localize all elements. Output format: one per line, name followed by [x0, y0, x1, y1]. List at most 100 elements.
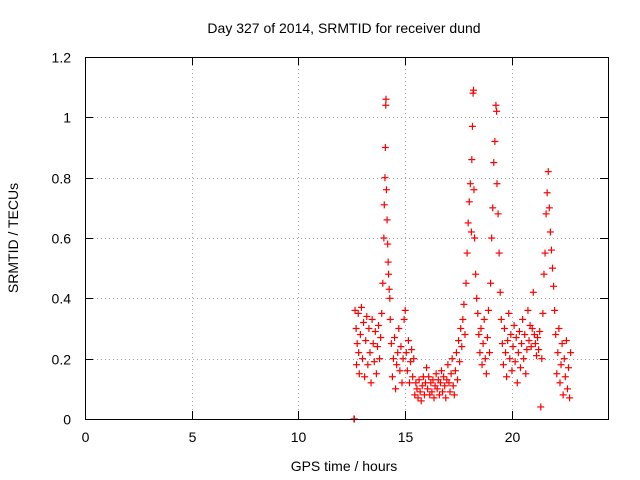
data-point [474, 309, 482, 317]
data-point [398, 379, 406, 387]
data-point [462, 279, 470, 287]
data-point [479, 340, 487, 348]
data-point [387, 340, 395, 348]
data-point [352, 325, 360, 332]
data-point [378, 309, 386, 317]
data-point [408, 346, 416, 354]
data-point [455, 337, 463, 345]
x-tick-label: 5 [189, 429, 197, 445]
data-point [363, 312, 371, 320]
data-point [391, 334, 399, 342]
data-point [437, 367, 445, 375]
data-point [486, 349, 494, 357]
data-point [448, 355, 456, 363]
data-point [543, 189, 551, 197]
data-point [450, 391, 458, 399]
data-points [350, 86, 575, 423]
data-point [492, 101, 500, 109]
x-tick-label: 15 [398, 429, 414, 445]
data-point [478, 361, 486, 369]
data-point [495, 249, 503, 257]
data-point [560, 355, 568, 363]
data-point [372, 370, 380, 378]
data-point [494, 210, 502, 218]
data-point [514, 349, 522, 357]
data-point [475, 331, 483, 339]
data-point [435, 391, 443, 399]
data-point [500, 325, 508, 332]
data-point [466, 180, 474, 188]
data-point [396, 367, 404, 375]
data-point [484, 306, 492, 314]
data-point [465, 198, 473, 206]
data-point [507, 331, 515, 339]
data-point [439, 388, 447, 396]
data-point [531, 340, 539, 348]
data-point [515, 328, 523, 336]
data-point [362, 337, 370, 345]
data-point [449, 382, 457, 390]
data-point [401, 306, 409, 314]
data-point [503, 373, 511, 381]
data-point [433, 385, 441, 393]
y-tick-label: 1.2 [52, 50, 72, 66]
data-point [520, 355, 528, 363]
axis-ticks [85, 57, 608, 420]
data-point [360, 318, 368, 326]
data-point [527, 343, 535, 351]
data-point [498, 340, 506, 348]
data-point [562, 337, 570, 345]
data-point [519, 315, 527, 323]
x-tick-label: 10 [291, 429, 307, 445]
data-point [410, 355, 418, 363]
data-point [540, 270, 548, 278]
data-point [499, 361, 507, 369]
data-point [412, 379, 420, 387]
data-point [476, 349, 484, 357]
data-point [369, 340, 377, 348]
data-point [506, 355, 514, 363]
x-tick-label: 0 [82, 429, 90, 445]
data-point [566, 394, 574, 402]
data-point [451, 367, 459, 375]
data-point [402, 349, 410, 357]
data-point [386, 294, 394, 302]
x-axis-title: GPS time / hours [291, 458, 398, 474]
data-point [403, 367, 411, 375]
data-point [551, 306, 559, 314]
data-point [552, 331, 560, 339]
data-point [513, 379, 521, 387]
data-point [556, 379, 564, 387]
data-point [505, 309, 513, 317]
chart-title: Day 327 of 2014, SRMTID for receiver dun… [207, 20, 480, 36]
y-axis-tick-labels: 0 0.2 0.4 0.6 0.8 1 1.2 [52, 50, 72, 428]
data-point [424, 385, 432, 393]
data-point [392, 385, 400, 393]
data-point [511, 358, 519, 366]
data-point [460, 300, 468, 308]
data-point [534, 334, 542, 342]
data-point [355, 370, 363, 378]
data-point [383, 216, 391, 224]
data-point [446, 388, 454, 396]
y-axis-title: SRMTID / TECUs [5, 183, 21, 293]
data-point [456, 358, 464, 366]
data-point [539, 309, 547, 317]
data-point [482, 370, 490, 378]
data-point [413, 385, 421, 393]
data-point [522, 370, 530, 378]
data-point [423, 364, 431, 372]
data-point [538, 355, 546, 363]
data-point [354, 309, 362, 317]
data-point [461, 331, 469, 339]
data-point [454, 376, 462, 384]
data-point [368, 315, 376, 323]
data-point [472, 270, 480, 278]
data-point [516, 364, 524, 372]
data-point [375, 321, 383, 329]
data-point [557, 361, 565, 369]
data-point [548, 264, 556, 272]
data-point [386, 315, 394, 323]
data-point [470, 186, 478, 194]
data-point [380, 234, 388, 242]
